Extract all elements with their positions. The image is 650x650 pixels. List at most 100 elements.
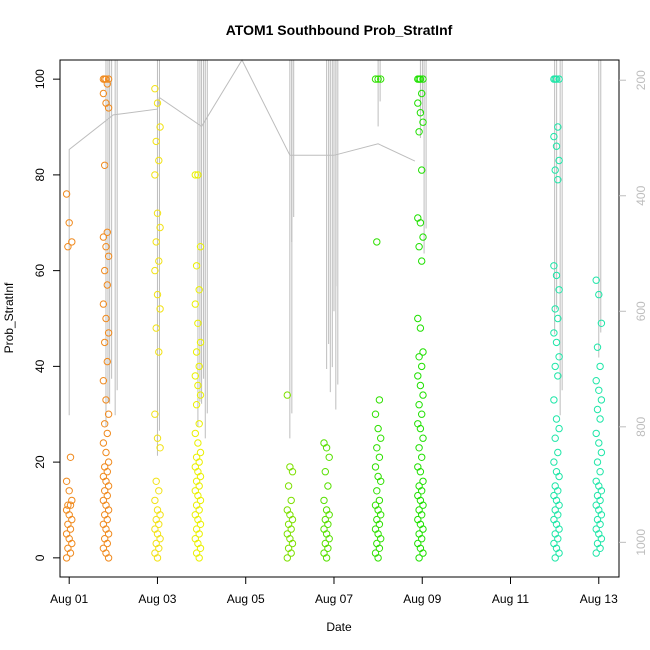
data-point xyxy=(151,496,159,505)
data-point xyxy=(592,276,600,284)
data-point xyxy=(555,501,563,509)
y2-tick-label: 400 xyxy=(634,185,648,205)
data-point xyxy=(418,89,426,98)
data-point xyxy=(321,468,329,476)
data-point xyxy=(552,415,561,423)
data-point xyxy=(283,391,291,399)
data-point xyxy=(374,424,382,433)
data-point xyxy=(554,487,562,495)
data-point xyxy=(552,338,561,347)
y-axis-label: Prob_StratInf xyxy=(2,282,16,353)
data-point xyxy=(419,118,427,126)
data-point xyxy=(596,362,604,371)
data-point xyxy=(324,544,332,552)
x-axis-label: Date xyxy=(326,620,352,634)
data-point xyxy=(324,482,332,490)
x-tick-label: Aug 03 xyxy=(138,592,176,606)
data-point xyxy=(551,554,559,562)
data-point xyxy=(419,434,427,442)
data-point xyxy=(419,391,427,399)
data-point xyxy=(152,238,160,246)
data-point xyxy=(415,401,423,409)
data-point xyxy=(377,477,385,485)
data-point xyxy=(103,468,112,476)
data-point xyxy=(552,142,561,150)
chart-title: ATOM1 Southbound Prob_StratInf xyxy=(226,22,453,38)
data-point xyxy=(196,544,205,552)
x-tick-label: Aug 01 xyxy=(50,592,88,606)
data-point xyxy=(102,396,110,404)
data-point xyxy=(151,266,159,275)
x-tick-label: Aug 07 xyxy=(315,592,353,606)
data-point xyxy=(415,75,423,83)
data-point xyxy=(592,429,600,438)
data-point xyxy=(191,171,200,179)
data-point xyxy=(196,243,205,251)
y2-tick-label: 600 xyxy=(634,301,648,321)
data-point xyxy=(153,434,162,442)
data-point xyxy=(554,372,562,380)
data-point xyxy=(156,223,164,232)
data-point xyxy=(287,496,295,505)
data-point xyxy=(555,525,563,533)
data-point xyxy=(597,319,606,327)
x-axis: Aug 01 Aug 03 Aug 05 Aug 07 Aug 09 Aug 11 Aug … xyxy=(50,576,618,606)
data-point xyxy=(103,491,112,500)
y2-axis: 200 400 600 800 1000 xyxy=(619,70,648,556)
data-point xyxy=(375,544,384,552)
data-point xyxy=(101,338,109,347)
y2-tick-label: 1000 xyxy=(634,529,648,556)
data-point xyxy=(152,137,160,146)
data-point xyxy=(375,453,384,461)
y-axis: 0 20 40 60 80 100 xyxy=(33,69,60,561)
data-point xyxy=(375,520,384,528)
data-point xyxy=(155,520,163,528)
data-point xyxy=(155,156,163,165)
data-point xyxy=(419,75,427,83)
data-point xyxy=(99,300,108,308)
data-point xyxy=(554,511,562,519)
data-point xyxy=(195,530,203,538)
data-point xyxy=(373,487,381,495)
data-point xyxy=(419,348,427,356)
data-point xyxy=(414,99,422,107)
data-point xyxy=(419,525,427,533)
data-point xyxy=(104,104,113,112)
data-point xyxy=(283,554,291,562)
data-point xyxy=(419,549,427,557)
x-tick-label: Aug 05 xyxy=(227,592,265,606)
data-point xyxy=(102,243,110,251)
data-point xyxy=(66,549,75,557)
data-point xyxy=(152,477,160,485)
data-point xyxy=(415,128,423,136)
data-point xyxy=(374,75,382,83)
data-point xyxy=(153,209,162,217)
data-point xyxy=(99,233,108,241)
data-point xyxy=(416,468,425,476)
x-tick-label: Aug 09 xyxy=(403,592,441,606)
data-point xyxy=(324,520,332,528)
y-tick-label: 60 xyxy=(33,264,47,278)
data-point xyxy=(104,554,113,562)
data-points xyxy=(62,75,606,562)
y-tick-label: 40 xyxy=(33,359,47,373)
data-point xyxy=(416,219,425,227)
data-point xyxy=(99,377,108,385)
data-point xyxy=(196,448,205,457)
data-point xyxy=(550,262,558,270)
data-point xyxy=(373,444,381,452)
data-point xyxy=(554,314,562,323)
y-tick-label: 0 xyxy=(33,554,47,561)
data-point xyxy=(65,487,73,495)
data-point xyxy=(555,424,563,433)
altitude-trace xyxy=(68,58,416,416)
data-point xyxy=(196,472,205,481)
data-point xyxy=(595,439,603,447)
data-point xyxy=(596,415,604,423)
data-point xyxy=(156,511,164,519)
data-point xyxy=(596,496,604,505)
data-point xyxy=(156,123,164,131)
data-point xyxy=(288,515,297,524)
data-point xyxy=(418,487,426,495)
data-point xyxy=(195,458,203,466)
